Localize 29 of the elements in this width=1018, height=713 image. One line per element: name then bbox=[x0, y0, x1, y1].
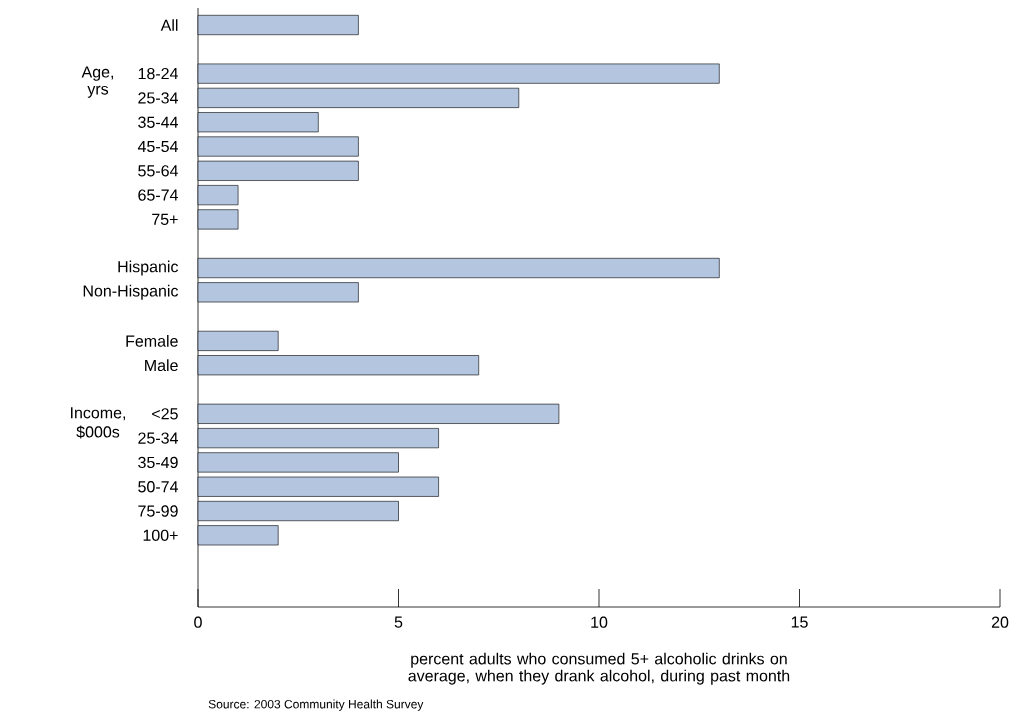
source-note: Source: 2003 Community Health Survey bbox=[208, 699, 424, 711]
y-tick-label: 75-99 bbox=[138, 505, 178, 517]
x-tick-label: 0 bbox=[194, 616, 202, 628]
text: Income, bbox=[71, 407, 126, 421]
y-tick-label: Female bbox=[126, 335, 178, 347]
y-tick-label: Non-Hispanic bbox=[83, 284, 179, 300]
y-tick-label: 50-74 bbox=[138, 481, 178, 493]
y-tick-label: 35-44 bbox=[138, 116, 178, 128]
x-tick-label: 10 bbox=[591, 616, 608, 628]
y-tick-label: 55-64 bbox=[138, 165, 178, 177]
y-tick-label: Hispanic bbox=[118, 260, 179, 276]
y-tick-label: 25-34 bbox=[138, 92, 178, 104]
y-tick-label: 100+ bbox=[143, 529, 178, 541]
text: $000s bbox=[76, 425, 120, 439]
x-tick-label: 5 bbox=[394, 616, 403, 628]
x-tick-label: 20 bbox=[991, 616, 1009, 628]
y-tick-label: 75+ bbox=[152, 213, 178, 225]
y-tick-label: 45-54 bbox=[137, 140, 178, 153]
y-tick-label: 65-74 bbox=[138, 189, 178, 201]
y-tick-label: <25 bbox=[152, 408, 178, 420]
y-tick-label: 25-34 bbox=[138, 432, 178, 444]
x-axis-title: percent adults who consumed 5+ alcoholic drinks on average, when they drank alcohol, during past month bbox=[408, 652, 790, 685]
y-tick-label: 35-49 bbox=[138, 456, 178, 469]
text: yrs bbox=[87, 85, 109, 98]
y-tick-label: 18-24 bbox=[138, 67, 178, 80]
text: Age, bbox=[81, 66, 114, 81]
y-tick-label: All bbox=[160, 19, 178, 31]
x-tick-label: 15 bbox=[791, 616, 808, 628]
y-tick-label: Male bbox=[145, 359, 178, 372]
